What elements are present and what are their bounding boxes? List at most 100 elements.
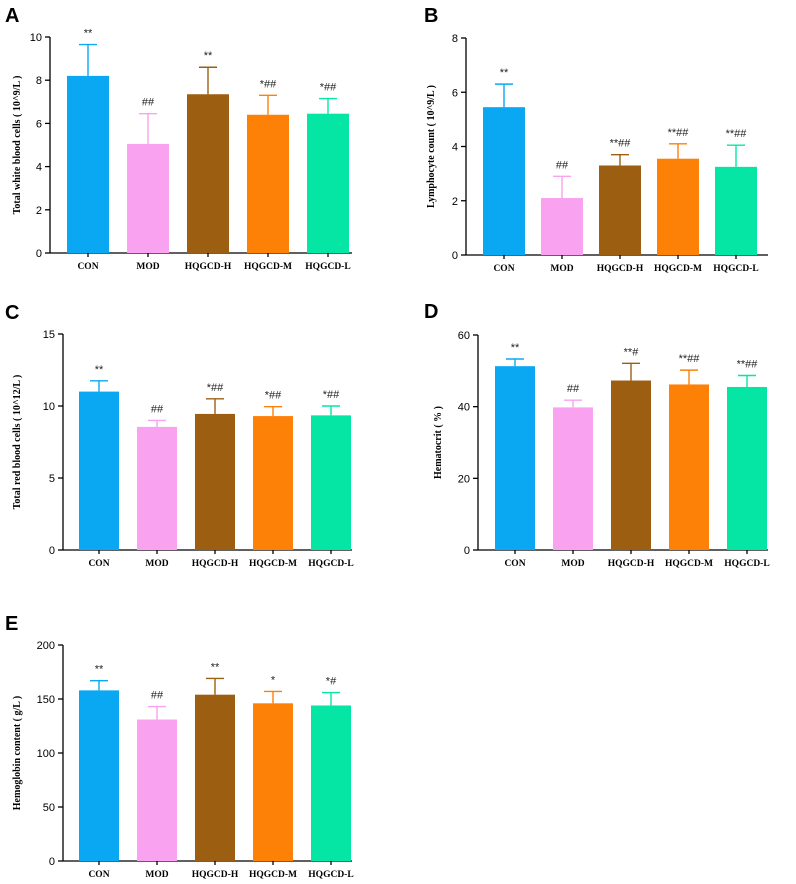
panel-a-y-title: Total white blood cells ( 10^9/L ) [12, 76, 23, 215]
panel-e-category-label: MOD [145, 870, 168, 880]
panel-b-y-tick-label: 2 [452, 196, 458, 208]
panel-c-bar-hqgcd-l [311, 415, 351, 550]
panel-b-bar-hqgcd-m [657, 158, 699, 255]
panel-d-category-label: HQGCD-H [608, 559, 655, 569]
panel-a-bar-hqgcd-h [187, 94, 229, 254]
panel-a-category-label: HQGCD-M [244, 262, 292, 272]
panel-e-y-tick-label: 100 [37, 748, 55, 760]
panel-e-y-tick-label: 150 [37, 694, 55, 706]
panel-b-y-tick-label: 4 [452, 142, 458, 154]
panel-d-y-tick-label: 20 [458, 473, 470, 485]
panel-c-label: C [5, 302, 19, 324]
panel-d-category-label: HQGCD-L [724, 559, 769, 569]
panel-e-y-tick-label: 0 [49, 856, 55, 868]
panel-e-category-label: CON [88, 870, 109, 880]
panel-c-significance: *## [207, 382, 224, 394]
panel-a-significance: ** [204, 50, 213, 62]
panel-d-category-label: CON [504, 559, 525, 569]
panel-c-category-label: MOD [145, 559, 168, 569]
panel-e-category-label: HQGCD-M [249, 870, 297, 880]
panel-e-bar-hqgcd-l [311, 705, 351, 861]
panel-e-y-title: Hemoglobin content ( g/L ) [12, 696, 23, 810]
panel-e-bar-hqgcd-m [253, 703, 293, 861]
panel-c-category-label: HQGCD-M [249, 559, 297, 569]
panel-b-category-label: HQGCD-M [654, 264, 702, 274]
panel-b-significance: **## [610, 138, 632, 150]
panel-e-significance: ** [95, 664, 104, 676]
panel-d-significance: **## [679, 353, 701, 365]
panel-c-y-tick-label: 5 [49, 473, 55, 485]
panel-a-significance: *## [260, 78, 277, 90]
panel-a-category-label: CON [77, 262, 98, 272]
panel-b-significance: **## [668, 127, 690, 139]
panel-b-category-label: MOD [550, 264, 573, 274]
panel-a-category-label: MOD [136, 262, 159, 272]
panel-c-y-tick-label: 15 [43, 329, 55, 341]
panel-c-category-label: HQGCD-H [192, 559, 239, 569]
panel-b-significance: ## [556, 159, 569, 171]
panel-d-bar-hqgcd-h [611, 380, 651, 550]
panel-e-significance: * [271, 674, 276, 686]
panel-a-bar-hqgcd-m [247, 114, 289, 253]
panel-e-y-tick-label: 50 [43, 802, 55, 814]
panel-b-category-label: HQGCD-H [597, 264, 644, 274]
panel-d-bar-mod [553, 407, 593, 550]
panel-a-category-label: HQGCD-H [185, 262, 232, 272]
panel-e-category-label: HQGCD-H [192, 870, 239, 880]
panel-b-category-label: CON [493, 264, 514, 274]
panel-a-significance: ## [142, 97, 155, 109]
panel-d-significance: ## [567, 383, 580, 395]
panel-d-y-tick-label: 40 [458, 402, 470, 414]
panel-d-y-tick-label: 0 [464, 545, 470, 557]
panel-c-bar-mod [137, 426, 177, 550]
panel-a-y-tick-label: 8 [36, 75, 42, 87]
panel-a-significance: *## [320, 82, 337, 94]
panel-a-y-tick-label: 2 [36, 205, 42, 217]
panel-e-y-tick-label: 200 [37, 640, 55, 652]
panel-a-bar-hqgcd-l [307, 113, 349, 254]
panel-c-significance: *## [323, 389, 340, 401]
panel-c-y-tick-label: 0 [49, 545, 55, 557]
panel-d-significance: **## [737, 358, 759, 370]
panel-a-y-tick-label: 0 [36, 248, 42, 260]
panel-a-y-tick-label: 10 [30, 32, 42, 44]
panel-a-bar-mod [127, 143, 169, 253]
panel-d-y-tick-label: 60 [458, 330, 470, 342]
panel-d-category-label: HQGCD-M [665, 559, 713, 569]
panel-d-bar-con [495, 366, 535, 550]
panel-d-category-label: MOD [561, 559, 584, 569]
panel-c-bar-hqgcd-h [195, 413, 235, 550]
panel-c-category-label: CON [88, 559, 109, 569]
panel-a-bar-con [67, 75, 109, 253]
panel-b-y-tick-label: 8 [452, 33, 458, 45]
panel-e-bar-mod [137, 719, 177, 861]
panel-e-significance: ** [211, 661, 220, 673]
panel-a-label: A [5, 5, 19, 27]
panel-e-bar-hqgcd-h [195, 694, 235, 861]
panel-a-y-tick-label: 4 [36, 162, 42, 174]
panel-b-category-label: HQGCD-L [713, 264, 758, 274]
panel-d-significance: **# [624, 346, 640, 358]
panel-b-bar-con [483, 107, 525, 255]
panel-e-label: E [5, 613, 18, 635]
panel-d-label: D [424, 301, 438, 323]
panel-d-bar-hqgcd-m [669, 384, 709, 550]
panel-c-bar-hqgcd-m [253, 416, 293, 550]
panel-c-y-tick-label: 10 [43, 401, 55, 413]
panel-b-y-tick-label: 6 [452, 87, 458, 99]
panel-c-bar-con [79, 391, 119, 550]
panel-b-label: B [424, 5, 438, 27]
panel-b-y-tick-label: 0 [452, 250, 458, 262]
panel-b-significance: **## [726, 128, 748, 140]
panel-d-significance: ** [511, 342, 520, 354]
panel-e-bar-con [79, 690, 119, 861]
panel-c-significance: ** [95, 364, 104, 376]
panel-c-significance: *## [265, 390, 282, 402]
panel-b-bar-mod [541, 198, 583, 255]
panel-e-significance: ## [151, 690, 164, 702]
panel-d-bar-hqgcd-l [727, 386, 767, 550]
panel-c-y-title: Total red blood cells ( 10^12/L ) [12, 375, 23, 510]
panel-e-significance: *# [326, 676, 337, 688]
panel-a-y-tick-label: 6 [36, 118, 42, 130]
